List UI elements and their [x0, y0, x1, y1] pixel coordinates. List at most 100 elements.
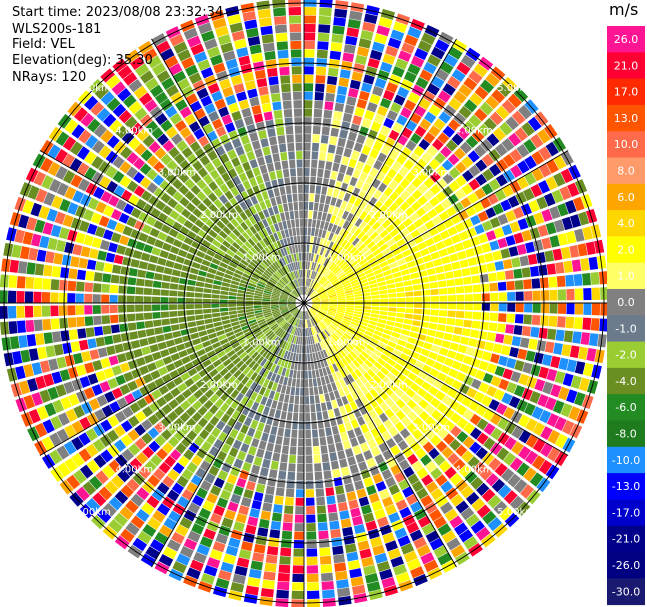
velocity-gate — [18, 260, 28, 274]
velocity-gate — [200, 572, 215, 585]
velocity-gate — [243, 435, 253, 445]
velocity-gate — [122, 341, 133, 352]
velocity-gate — [489, 163, 502, 177]
velocity-gate — [319, 294, 328, 298]
velocity-gate — [421, 474, 434, 487]
velocity-gate — [93, 272, 103, 282]
velocity-gate — [317, 351, 323, 360]
velocity-gate — [236, 225, 245, 234]
velocity-gate — [216, 164, 227, 176]
velocity-gate — [438, 111, 452, 124]
velocity-gate — [521, 122, 535, 137]
velocity-gate — [300, 387, 304, 396]
start-time-label: Start time: 2023/08/08 23:32:34 — [12, 5, 224, 20]
velocity-gate — [86, 259, 97, 270]
velocity-gate — [108, 242, 119, 253]
velocity-gate — [369, 49, 383, 61]
velocity-gate — [500, 199, 512, 212]
velocity-gate — [263, 310, 272, 314]
velocity-gate — [106, 97, 121, 112]
velocity-gate — [191, 494, 204, 507]
velocity-gate — [306, 514, 316, 523]
velocity-gate — [228, 307, 237, 311]
velocity-gate — [370, 287, 379, 292]
velocity-gate — [140, 252, 151, 262]
velocity-gate — [594, 349, 605, 364]
velocity-gate — [292, 412, 299, 421]
velocity-gate — [278, 393, 285, 402]
velocity-gate — [462, 218, 474, 229]
velocity-gate — [108, 496, 123, 511]
velocity-gate — [448, 167, 461, 179]
velocity-gate — [322, 461, 331, 471]
velocity-gate — [338, 326, 347, 333]
velocity-gate — [522, 187, 535, 201]
velocity-gate — [309, 336, 313, 345]
velocity-gate — [533, 239, 544, 252]
velocity-gate — [329, 335, 336, 344]
velocity-gate — [350, 279, 359, 285]
velocity-gate — [185, 202, 196, 213]
velocity-gate — [363, 306, 372, 310]
velocity-gate — [258, 376, 266, 386]
velocity-gate — [154, 409, 166, 420]
velocity-gate — [401, 404, 412, 415]
velocity-gate — [315, 488, 325, 497]
velocity-gate — [315, 314, 322, 322]
velocity-gate — [280, 349, 286, 358]
velocity-gate — [225, 58, 238, 70]
colorbar-tick-label: 4.0 — [617, 217, 635, 230]
velocity-gate — [289, 210, 295, 220]
velocity-gate — [353, 523, 366, 535]
velocity-gate — [86, 497, 101, 513]
velocity-gate — [163, 267, 173, 275]
velocity-gate — [408, 266, 418, 274]
velocity-gate — [18, 335, 28, 348]
velocity-gate — [230, 186, 240, 197]
velocity-gate — [229, 288, 238, 293]
velocity-gate — [197, 417, 209, 428]
velocity-gate — [187, 35, 202, 48]
velocity-gate — [293, 236, 298, 245]
velocity-gate — [273, 7, 286, 17]
velocity-gate — [256, 285, 265, 290]
velocity-gate — [263, 328, 272, 335]
velocity-gate — [151, 33, 167, 47]
velocity-gate — [519, 337, 530, 349]
velocity-gate — [328, 296, 337, 299]
velocity-gate — [306, 328, 310, 337]
velocity-gate — [272, 311, 281, 315]
velocity-gate — [213, 187, 224, 198]
velocity-gate — [180, 242, 191, 252]
velocity-gate — [291, 291, 298, 298]
velocity-gate — [136, 397, 148, 409]
velocity-gate — [77, 146, 90, 160]
velocity-gate — [260, 324, 269, 331]
velocity-gate — [145, 546, 160, 560]
velocity-gate — [374, 384, 384, 395]
velocity-gate — [36, 405, 49, 420]
velocity-gate — [311, 142, 320, 152]
velocity-gate — [187, 502, 201, 514]
velocity-gate — [318, 275, 325, 284]
velocity-gate — [198, 394, 209, 405]
velocity-gate — [294, 210, 299, 219]
velocity-gate — [404, 313, 414, 320]
velocity-gate — [146, 362, 157, 372]
velocity-gate — [349, 350, 358, 359]
velocity-gate — [422, 296, 431, 302]
colorbar-tick-label: -4.0 — [615, 375, 636, 388]
velocity-gate — [331, 321, 340, 328]
velocity-gate — [305, 311, 308, 320]
velocity-gate — [168, 63, 183, 76]
velocity-gate — [43, 192, 56, 206]
velocity-gate — [480, 321, 489, 331]
velocity-gate — [410, 325, 420, 333]
velocity-gate — [270, 303, 279, 305]
velocity-gate — [326, 435, 334, 445]
velocity-gate — [110, 324, 120, 334]
velocity-gate — [425, 530, 440, 543]
velocity-gate — [381, 265, 391, 272]
velocity-gate — [343, 316, 352, 321]
velocity-gate — [275, 283, 284, 290]
